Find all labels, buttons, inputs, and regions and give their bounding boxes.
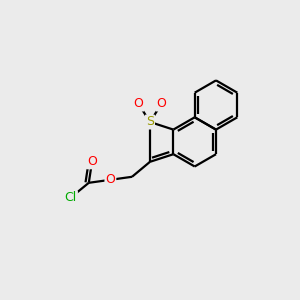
Text: Cl: Cl xyxy=(65,191,77,204)
Text: O: O xyxy=(106,173,115,186)
Text: O: O xyxy=(87,155,97,168)
Text: O: O xyxy=(134,98,143,110)
Text: O: O xyxy=(157,98,166,110)
Text: S: S xyxy=(146,116,154,128)
